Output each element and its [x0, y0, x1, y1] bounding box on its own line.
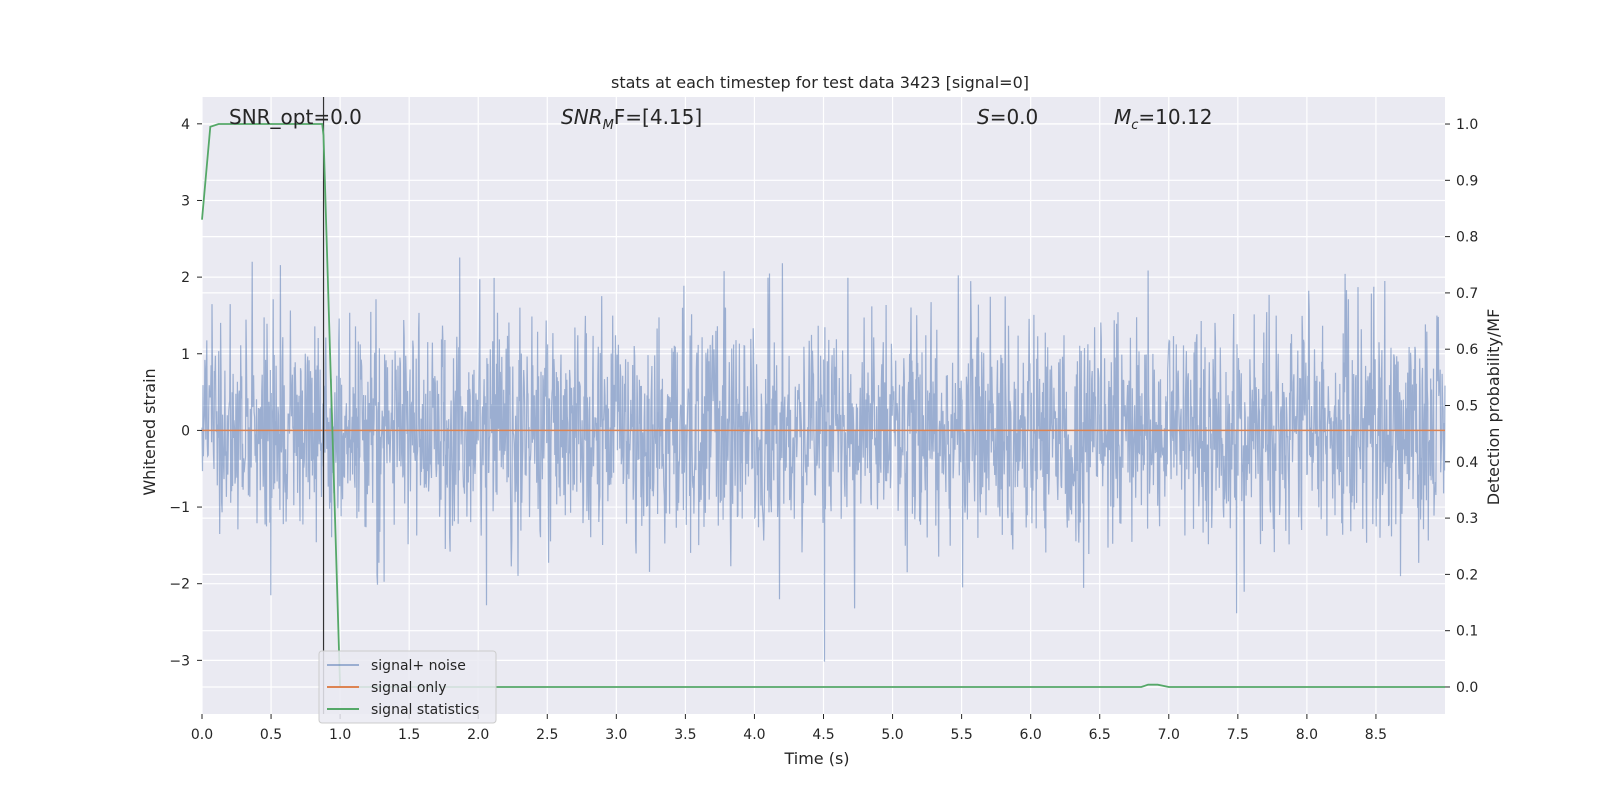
x-tick-label: 2.5 — [536, 727, 558, 743]
x-tick-label: 8.5 — [1365, 727, 1387, 743]
x-tick-label: 2.0 — [467, 727, 489, 743]
y-tick-label: 0 — [181, 423, 190, 439]
y-tick-label: −2 — [169, 577, 190, 593]
x-tick-label: 6.5 — [1089, 727, 1111, 743]
x-tick-label: 6.0 — [1020, 727, 1042, 743]
legend-box — [318, 650, 497, 724]
y2-tick-label: 0.2 — [1456, 567, 1478, 583]
annotation-mc-value: Mc=10.12 — [1114, 105, 1212, 133]
y2-tick-label: 0.1 — [1456, 624, 1478, 640]
legend-label-signal-plus-noise: signal+ noise — [371, 658, 466, 674]
x-tick-label: 8.0 — [1296, 727, 1318, 743]
x-axis-label: Time (s) — [783, 749, 849, 768]
legend: signal+ noise signal only signal statist… — [318, 650, 497, 724]
legend-label-signal-only: signal only — [371, 680, 446, 696]
axes: 0.0 0.5 1.0 1.5 2.0 2.5 3.0 3.5 4.0 4.5 5.0 5.5 6.0 6… — [169, 117, 1478, 743]
y2-tick-label: 1.0 — [1456, 117, 1478, 133]
x-tick-label: 4.0 — [743, 727, 765, 743]
x-tick-label: 5.5 — [950, 727, 972, 743]
y2-tick-label: 0.7 — [1456, 286, 1478, 302]
x-tick-label: 3.5 — [674, 727, 696, 743]
y2-tick-label: 0.9 — [1456, 173, 1478, 189]
y-tick-label: −1 — [169, 500, 190, 516]
y-tick-label: 3 — [181, 193, 190, 209]
x-tick-label: 0.0 — [191, 727, 213, 743]
noise-trace — [201, 257, 1446, 662]
x-tick-label: 3.0 — [605, 727, 627, 743]
y2-tick-label: 0.6 — [1456, 342, 1478, 358]
chart-title: stats at each timestep for test data 342… — [611, 73, 1029, 92]
y-tick-label: 1 — [181, 347, 190, 363]
y2-tick-label: 0.8 — [1456, 230, 1478, 246]
y2-tick-label: 0.4 — [1456, 455, 1478, 471]
x-tick-label: 1.5 — [398, 727, 420, 743]
y-tick-label: −3 — [169, 653, 190, 669]
x-tick-label: 7.5 — [1227, 727, 1249, 743]
x-tick-label: 0.5 — [260, 727, 282, 743]
annotation-s-value: S=0.0 — [977, 105, 1038, 129]
y2-tick-label: 0.3 — [1456, 511, 1478, 527]
series-signal-plus-noise — [201, 257, 1446, 662]
y2-tick-label: 0.5 — [1456, 399, 1478, 415]
legend-label-signal-statistics: signal statistics — [371, 702, 479, 718]
x-tick-label: 4.5 — [812, 727, 834, 743]
y2-axis-label: Detection probability/MF — [1484, 309, 1503, 506]
x-tick-label: 5.0 — [881, 727, 903, 743]
y-axis-label: Whitened strain — [140, 368, 159, 495]
y2-tick-label: 0.0 — [1456, 680, 1478, 696]
y-tick-label: 2 — [181, 270, 190, 286]
annotation-snr-opt: SNR_opt=0.0 — [229, 105, 362, 129]
x-tick-label: 1.0 — [329, 727, 351, 743]
annotation-snr-mf: SNRMF=[4.15] — [561, 105, 702, 133]
y-tick-label: 4 — [181, 117, 190, 133]
x-tick-label: 7.0 — [1158, 727, 1180, 743]
